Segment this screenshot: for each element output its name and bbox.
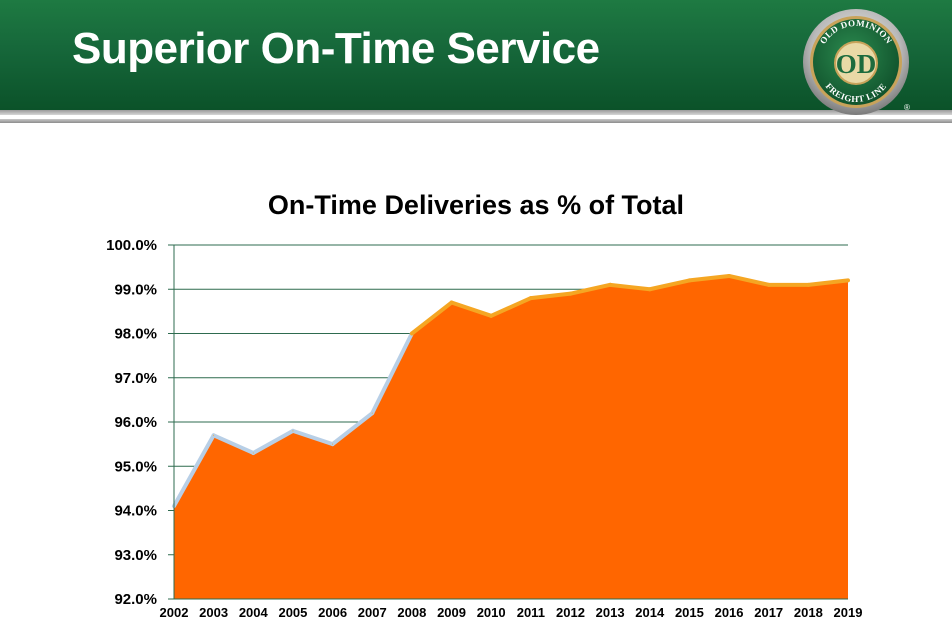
data-point (490, 315, 492, 317)
data-point (768, 284, 770, 286)
y-tick-label: 93.0% (114, 547, 157, 564)
slide-header (0, 0, 952, 110)
area-edge-segment (687, 273, 732, 283)
x-tick-label: 2004 (239, 605, 269, 620)
area-edge-segment (806, 278, 850, 287)
x-tick-label: 2012 (556, 605, 585, 620)
area-edge-segment (251, 428, 295, 455)
area-edge-segment (290, 428, 335, 447)
data-point (609, 284, 611, 286)
x-tick-label: 2018 (794, 605, 823, 620)
chart-title: On-Time Deliveries as % of Total (267, 190, 685, 220)
label-layer: 92.0% 93.0% 94.0% 95.0% 96.0% 97.0% 98.0% 99.0%… (106, 237, 862, 620)
x-tick-label: 2016 (715, 605, 744, 620)
area-edge-segment (172, 433, 216, 509)
x-tick-label: 2014 (635, 605, 665, 620)
area-layer (172, 273, 850, 599)
area-edge-segment (727, 273, 771, 287)
data-point (451, 302, 453, 304)
data-point (252, 452, 254, 454)
area-edge-segment (647, 278, 692, 292)
y-tick-label: 99.0% (114, 281, 157, 298)
header-divider-lower (0, 119, 952, 123)
x-tick-label: 2011 (517, 605, 545, 620)
logo-registered-mark: ® (904, 103, 910, 112)
y-tick-label: 96.0% (114, 414, 157, 431)
y-tick-label: 100.0% (106, 237, 157, 254)
logo-monogram: OD (836, 49, 877, 79)
data-point (649, 288, 651, 290)
area-edge-segment (608, 282, 652, 292)
x-tick-label: 2009 (437, 605, 466, 620)
data-point (569, 293, 571, 295)
area-edge-segment (528, 291, 573, 301)
area-edge-segment (489, 296, 533, 318)
data-point (847, 279, 849, 281)
x-tick-label: 2019 (834, 605, 863, 620)
slide-title: Superior On-Time Service (72, 24, 600, 73)
x-tick-label: 2007 (358, 605, 387, 620)
area-edge-segment (330, 411, 375, 447)
company-logo: OLD DOMINION FREIGHT LINE OD ® (803, 9, 910, 115)
area-edge-segment (449, 300, 494, 318)
x-tick-label: 2015 (675, 605, 704, 620)
x-tick-label: 2006 (318, 605, 347, 620)
area-edge-segment (568, 282, 613, 296)
x-tick-label: 2013 (596, 605, 625, 620)
x-tick-label: 2005 (278, 605, 307, 620)
y-tick-label: 92.0% (114, 591, 157, 608)
y-tick-label: 97.0% (114, 370, 157, 387)
x-tick-label: 2010 (477, 605, 506, 620)
data-point (292, 430, 294, 432)
data-point (411, 333, 413, 334)
header-divider-gap (0, 115, 952, 119)
area-edge-segment (211, 433, 256, 455)
x-tick-label: 2003 (199, 605, 228, 620)
x-tick-label: 2002 (160, 605, 189, 620)
area-edge-segment (370, 331, 414, 416)
header-divider (0, 110, 952, 115)
data-point (213, 434, 215, 436)
y-tick-label: 98.0% (114, 326, 157, 343)
axis-layer (168, 244, 848, 600)
x-tick-label: 2008 (397, 605, 426, 620)
data-point (371, 412, 373, 414)
area-edge-segment (409, 300, 454, 336)
data-point (530, 297, 532, 299)
data-point (728, 275, 730, 277)
data-point (688, 279, 690, 281)
y-tick-label: 94.0% (114, 503, 157, 520)
data-point (332, 443, 334, 445)
area-series-fill (174, 275, 848, 599)
y-tick-label: 95.0% (114, 458, 157, 475)
x-tick-label: 2017 (754, 605, 783, 620)
data-point (807, 284, 809, 286)
logo-medallion (834, 41, 878, 85)
